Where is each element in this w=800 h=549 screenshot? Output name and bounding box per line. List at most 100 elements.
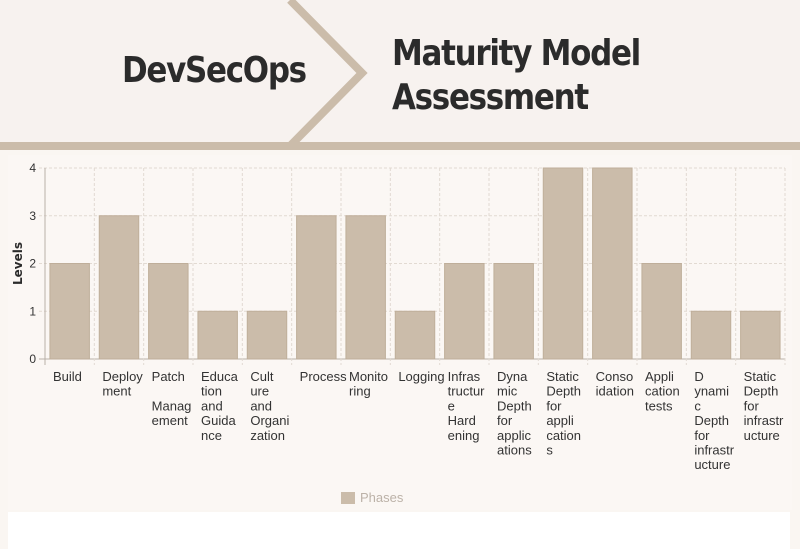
x-tick-label-line: Educa <box>201 369 239 384</box>
x-tick-label-line: Static <box>744 369 777 384</box>
header-title-right-line1: Maturity Model <box>392 33 641 74</box>
header-divider-line <box>0 142 800 150</box>
x-tick-label-line: zation <box>250 428 285 443</box>
header-title-left: DevSecOps <box>122 50 307 91</box>
chevron-arrow-shape <box>287 0 368 149</box>
x-tick-label-line: Dyna <box>497 369 528 384</box>
x-tick-label-line: ynami <box>694 384 729 399</box>
x-tick-label-line: Guida <box>201 413 236 428</box>
bar[interactable] <box>592 167 633 360</box>
x-tick-label-line: Static <box>546 369 579 384</box>
x-tick-label-line: ure <box>250 384 269 399</box>
bar[interactable] <box>641 263 682 360</box>
x-tick-label-line: Deploy <box>102 369 143 384</box>
x-tick-label-line: nce <box>201 428 222 443</box>
chart-legend[interactable]: Phases <box>341 490 403 505</box>
x-tick-label-line: infrastr <box>694 443 734 458</box>
x-tick-label-line: tion <box>201 384 222 399</box>
x-tick-label-line: s <box>546 443 553 458</box>
chevron-divider <box>287 0 368 149</box>
x-tick-label-line: Logging <box>398 369 444 384</box>
x-tick-label-line: Depth <box>694 413 729 428</box>
x-tick-label-line: e <box>448 398 455 413</box>
x-tick-label-line: c <box>694 398 701 413</box>
x-tick-label: Monito ring <box>349 369 388 399</box>
legend-swatch <box>341 491 355 504</box>
x-tick-label-line: ening <box>448 428 480 443</box>
x-tick-label-line: Build <box>53 369 82 384</box>
x-tick-label-line: Depth <box>546 384 581 399</box>
y-tick-label: 2 <box>29 257 36 271</box>
x-tick-label-line: infrastr <box>744 413 784 428</box>
x-tick-label-line: D <box>694 369 703 384</box>
x-tick-label: Educa tion and Guida nce <box>201 369 239 443</box>
x-tick-label-line: idation <box>596 384 634 399</box>
bar[interactable] <box>197 310 238 360</box>
x-tick-label-line: Depth <box>744 384 779 399</box>
x-tick-label: Infras tructur e Hard ening <box>448 369 486 443</box>
bar[interactable] <box>49 263 90 360</box>
bar[interactable] <box>444 263 485 360</box>
x-tick-label-line: for <box>497 413 513 428</box>
legend-label: Phases <box>360 490 404 505</box>
x-tick-label-line: tructur <box>448 384 486 399</box>
x-tick-label-line: Conso <box>596 369 634 384</box>
y-axis-label: Levels <box>11 242 25 285</box>
x-tick-label: Patch Manag ement <box>152 369 192 428</box>
bar[interactable] <box>394 310 436 360</box>
x-tick-label: Dyna mic Depth for applic ations <box>497 369 532 458</box>
x-tick-label-line: Cult <box>250 369 274 384</box>
x-tick-label: Process <box>300 369 347 384</box>
bar[interactable] <box>542 167 584 360</box>
x-tick-label-line: Infras <box>448 369 481 384</box>
x-tick-label-line: ment <box>102 384 131 399</box>
header-title-right-line2: Assessment <box>392 77 589 118</box>
x-tick-label-line: Patch <box>152 369 185 384</box>
x-tick-label-line: Organi <box>250 413 289 428</box>
x-tick-label: Static Depth for infrastr ucture <box>744 369 784 443</box>
bar[interactable] <box>690 310 732 360</box>
header-title-right: Maturity Model Assessment <box>392 32 641 120</box>
x-tick-label-line: ucture <box>744 428 780 443</box>
x-tick-label-line: for <box>694 428 710 443</box>
x-tick-label-line: cation <box>546 428 581 443</box>
x-tick-label-line: tests <box>645 398 673 413</box>
x-tick-label-line: Manag <box>152 398 192 413</box>
x-tick-label: Logging <box>398 369 444 384</box>
x-tick-label-line: Hard <box>448 413 476 428</box>
bar[interactable] <box>98 215 140 360</box>
x-tick-label: Build <box>53 369 82 384</box>
bar[interactable] <box>148 263 189 360</box>
bar[interactable] <box>740 310 781 360</box>
x-tick-label: Deploy ment <box>102 369 143 399</box>
x-tick-label-line: ucture <box>694 457 730 472</box>
x-tick-label-line: ations <box>497 443 532 458</box>
x-tick-label-line: Monito <box>349 369 388 384</box>
y-tick-label: 4 <box>29 161 36 175</box>
header-banner <box>0 0 800 142</box>
bar[interactable] <box>345 215 386 360</box>
x-tick-label-line <box>152 384 156 399</box>
x-tick-label-line: and <box>250 398 272 413</box>
x-tick-label-line: applic <box>497 428 531 443</box>
x-tick-label-line: cation <box>645 384 680 399</box>
x-tick-label-line: appli <box>546 413 574 428</box>
x-tick-label-line: ring <box>349 384 371 399</box>
x-tick-label-line: mic <box>497 384 518 399</box>
x-tick-label-line: Appli <box>645 369 674 384</box>
x-tick-label-line: for <box>546 398 562 413</box>
bottom-panel <box>8 512 790 549</box>
x-tick-label-line: ement <box>152 413 189 428</box>
y-tick-label: 1 <box>29 304 36 318</box>
bar[interactable] <box>493 263 534 360</box>
x-tick-label: Conso idation <box>596 369 634 399</box>
x-tick-label-line: Depth <box>497 398 532 413</box>
bar[interactable] <box>296 215 337 360</box>
x-tick-label-line: Process <box>300 369 347 384</box>
y-tick-label: 3 <box>29 209 36 223</box>
x-tick-label: Cult ure and Organi zation <box>250 369 289 443</box>
bar[interactable] <box>246 310 288 360</box>
x-tick-label-line: for <box>744 398 760 413</box>
x-tick-label-line: and <box>201 398 223 413</box>
